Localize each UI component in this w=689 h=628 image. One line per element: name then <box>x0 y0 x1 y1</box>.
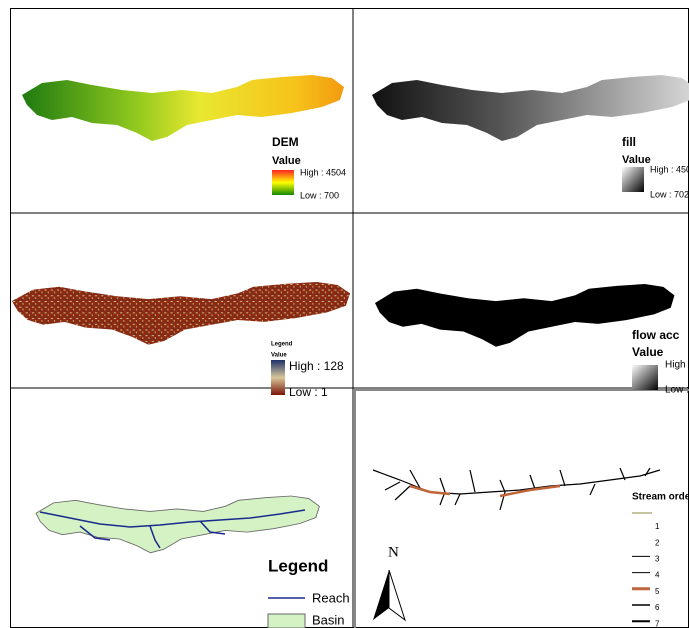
legend-high: High : 128 <box>289 359 344 373</box>
legend-label: Value <box>271 353 287 359</box>
legend-title: Legend <box>268 556 328 575</box>
legend-swatch <box>268 614 305 628</box>
legend-label: Value <box>622 154 651 166</box>
north-arrow <box>373 570 389 620</box>
panel-title: flow acc <box>632 328 680 342</box>
dem-map <box>22 75 344 141</box>
legend-item: Reach <box>312 590 350 605</box>
north-arrow <box>389 570 405 620</box>
panel-title: fill <box>622 135 636 149</box>
legend-low: Low : <box>665 385 689 396</box>
legend-label: Value <box>632 345 664 359</box>
legend-title: Stream orde <box>632 492 689 503</box>
panel-border <box>355 390 689 628</box>
north-label: N <box>388 544 399 560</box>
legend-ramp <box>632 365 658 390</box>
legend-ramp <box>622 167 644 192</box>
legend-low: Low : 700 <box>300 190 339 200</box>
legend-low: Low : 1 <box>289 385 328 399</box>
legend-item: 5 <box>655 587 660 596</box>
legend-high: High : <box>665 360 689 371</box>
legend-item: 6 <box>655 603 660 612</box>
fill-map <box>372 75 689 141</box>
stream-order-legend: 1 2 3 4 5 6 7 <box>632 522 660 628</box>
legend-high: High : 450 <box>650 164 689 174</box>
legend-item: 2 <box>655 538 660 547</box>
legend-ramp <box>271 360 285 395</box>
basin-map <box>36 496 319 553</box>
legend-title: Legend <box>271 342 293 348</box>
legend-low: Low : 702 <box>650 189 689 199</box>
flow-direction-map <box>12 282 350 345</box>
legend-item: 7 <box>655 619 660 628</box>
legend-ramp <box>272 170 294 195</box>
legend-item: 4 <box>655 571 660 580</box>
legend-item: Basin <box>312 612 345 627</box>
legend-label: Value <box>272 155 301 167</box>
flow-acc-map <box>375 284 674 347</box>
legend-item: 3 <box>655 555 660 564</box>
panel-title: DEM <box>272 135 299 149</box>
figure: DEM Value High : 4504 Low : 700 fill Val… <box>0 0 689 628</box>
legend-item: 1 <box>655 522 660 531</box>
legend-high: High : 4504 <box>300 167 346 177</box>
